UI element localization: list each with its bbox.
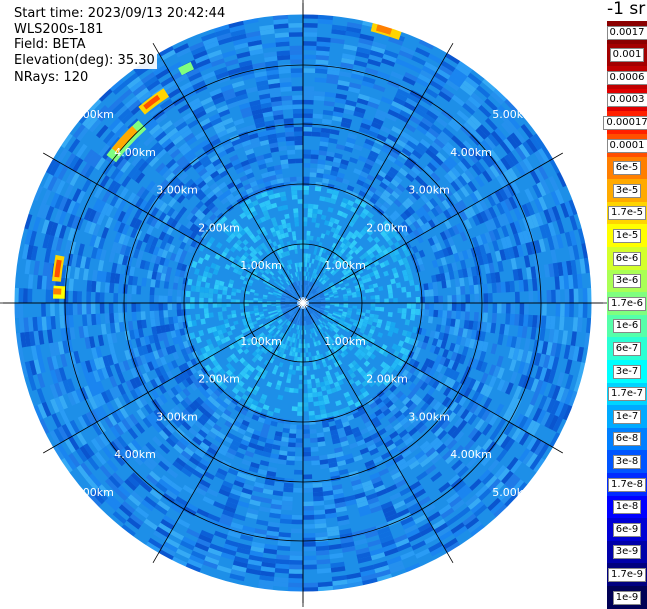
colorbar-step: 1e-5 xyxy=(607,224,647,247)
range-label: 1.00km xyxy=(240,335,282,348)
range-label: 4.00km xyxy=(114,146,156,159)
colorbar-label: 1e-7 xyxy=(613,410,642,424)
colorbar-label: 3e-7 xyxy=(613,365,642,379)
range-label: 2.00km xyxy=(366,221,408,234)
colorbar-step: 0.0006 xyxy=(607,66,647,89)
colorbar-label: 1e-9 xyxy=(613,591,642,605)
elevation: Elevation(deg): 35.30 xyxy=(12,53,157,69)
colorbar-label: 1.7e-7 xyxy=(608,387,646,401)
colorbar-label: 3e-6 xyxy=(613,274,642,288)
colorbar-step: 6e-8 xyxy=(607,428,647,451)
colorbar-step: 1e-8 xyxy=(607,496,647,519)
colorbar-label: 6e-5 xyxy=(613,161,642,175)
colorbar-step: 3e-9 xyxy=(607,541,647,564)
range-label: 2.00km xyxy=(198,373,240,386)
range-label: 5.00km xyxy=(72,486,114,499)
colorbar-label: 1.7e-6 xyxy=(608,297,646,311)
colorbar-label: 6e-7 xyxy=(613,342,642,356)
colorbar-step: 0.00017 xyxy=(607,111,647,134)
colorbar-units: -1 sr xyxy=(607,0,645,18)
start-time: Start time: 2023/09/13 20:42:44 xyxy=(12,6,227,22)
range-label: 4.00km xyxy=(114,448,156,461)
range-label: 3.00km xyxy=(408,184,450,197)
range-label: 3.00km xyxy=(156,184,198,197)
colorbar-label: 3e-9 xyxy=(613,545,642,559)
field-name: Field: BETA xyxy=(12,37,87,53)
colorbar-label: 1.7e-5 xyxy=(608,206,646,220)
range-label: 5.00km xyxy=(492,108,534,121)
colorbar-label: 6e-8 xyxy=(613,432,642,446)
colorbar-label: 1e-6 xyxy=(613,319,642,333)
colorbar-label: 1e-5 xyxy=(613,229,642,243)
colorbar-step: 1e-9 xyxy=(607,586,647,609)
colorbar-step: 1.7e-6 xyxy=(607,292,647,315)
colorbar-label: 0.0001 xyxy=(607,139,647,153)
nrays: NRays: 120 xyxy=(12,70,90,86)
colorbar-step: 6e-6 xyxy=(607,247,647,270)
colorbar-label: 3e-5 xyxy=(613,184,642,198)
colorbar-step: 1.7e-5 xyxy=(607,202,647,225)
colorbar-step: 0.0001 xyxy=(607,134,647,157)
colorbar-label: 6e-9 xyxy=(613,523,642,537)
colorbar-label: 1e-8 xyxy=(613,500,642,514)
colorbar-step: 1.7e-8 xyxy=(607,473,647,496)
range-label: 2.00km xyxy=(198,221,240,234)
range-label: 3.00km xyxy=(156,410,198,423)
colorbar-label: 6e-6 xyxy=(613,252,642,266)
range-label: 4.00km xyxy=(450,146,492,159)
colorbar-label: 0.0006 xyxy=(607,71,647,85)
colorbar-label: 1.7e-9 xyxy=(608,568,646,582)
range-label: 3.00km xyxy=(408,410,450,423)
colorbar-step: 3e-8 xyxy=(607,450,647,473)
instrument-name: WLS200s-181 xyxy=(12,22,105,38)
range-label: 1.00km xyxy=(324,259,366,272)
range-label: 1.00km xyxy=(324,335,366,348)
colorbar-step: 0.001 xyxy=(607,44,647,67)
colorbar-step: 0.0017 xyxy=(607,21,647,44)
range-label: 1.00km xyxy=(240,259,282,272)
colorbar-step: 3e-7 xyxy=(607,360,647,383)
colorbar-label: 0.001 xyxy=(610,48,645,62)
colorbar-step: 1e-6 xyxy=(607,315,647,338)
colorbar-step: 6e-7 xyxy=(607,337,647,360)
range-label: 5.00km xyxy=(72,108,114,121)
range-label: 5.00km xyxy=(492,486,534,499)
colorbar-label: 0.00017 xyxy=(603,116,647,130)
colorbar-step: 6e-9 xyxy=(607,518,647,541)
colorbar-label: 0.0017 xyxy=(607,26,647,40)
colorbar-label: 3e-8 xyxy=(613,455,642,469)
colorbar-label: 0.0003 xyxy=(607,93,647,107)
colorbar-step: 3e-6 xyxy=(607,270,647,293)
colorbar-step: 1.7e-7 xyxy=(607,383,647,406)
colorbar-step: 1.7e-9 xyxy=(607,563,647,586)
colorbar-step: 1e-7 xyxy=(607,405,647,428)
colorbar-step: 6e-5 xyxy=(607,157,647,180)
range-label: 2.00km xyxy=(366,373,408,386)
range-label: 4.00km xyxy=(450,448,492,461)
ppi-display: 1.00km 1.00km 1.00km 1.00km 2.00km 2.00km 2.00… xyxy=(0,0,607,607)
colorbar-step: 3e-5 xyxy=(607,179,647,202)
colorbar-label: 1.7e-8 xyxy=(608,478,646,492)
colorbar-step: 0.0003 xyxy=(607,89,647,112)
